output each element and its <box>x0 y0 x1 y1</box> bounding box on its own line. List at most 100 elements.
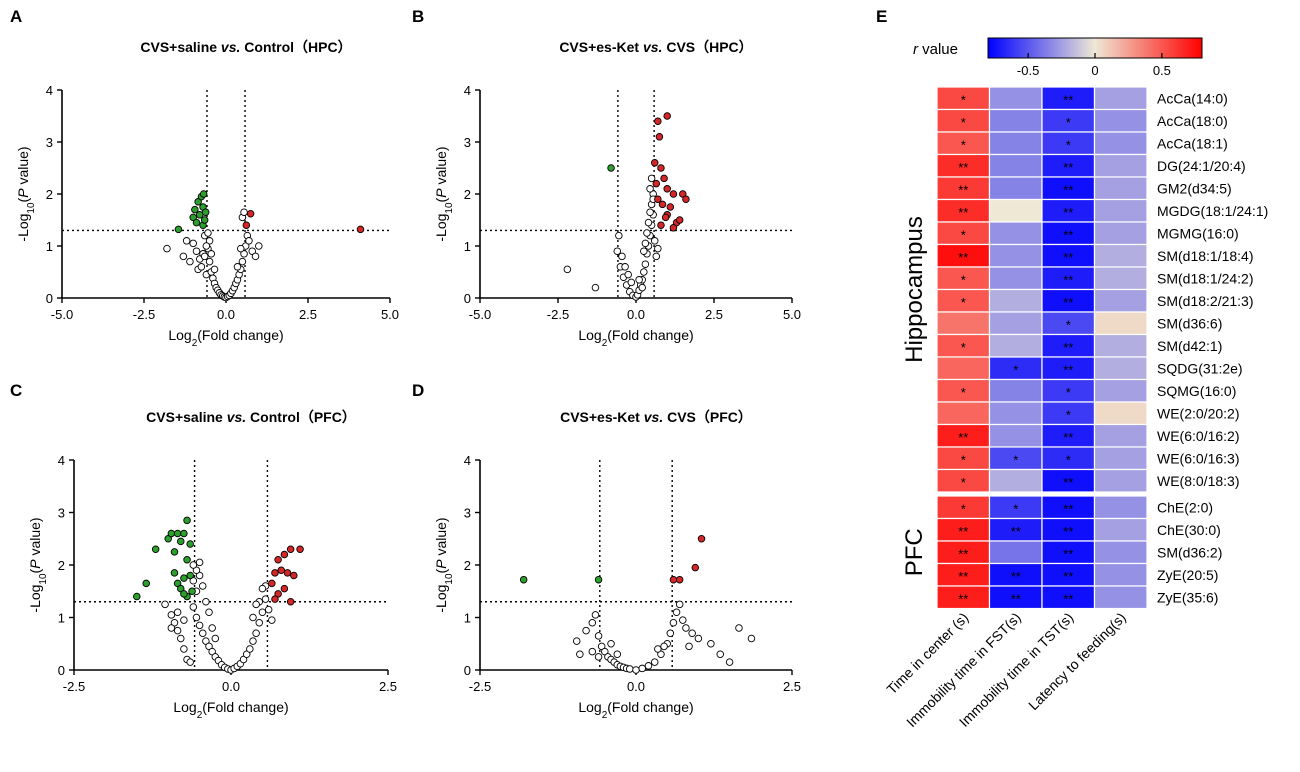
heatmap-cell <box>988 401 1043 426</box>
point-not-significant <box>208 624 216 632</box>
point-not-significant <box>591 283 600 292</box>
heatmap-cell <box>988 176 1043 201</box>
volcano-plot-c: CVS+saline vs. Control（PFC） 0 1 2 3 4 -2.5 0.0 2… <box>27 409 397 721</box>
point-not-significant <box>654 244 662 253</box>
significance-stars: * <box>961 340 966 355</box>
point-not-significant <box>248 247 256 255</box>
point-up-regulated <box>682 195 690 203</box>
point-up-regulated <box>669 190 678 198</box>
point-not-significant <box>163 244 171 253</box>
x-label-part: 2 <box>197 710 203 721</box>
heatmap-cells: * *** ** *** **** **** *** **** *** *** **** *** ***… <box>936 86 1148 610</box>
significance-stars: * <box>961 115 966 130</box>
heatmap-cell <box>988 86 1043 111</box>
heatmap-cell <box>988 131 1043 156</box>
x-label-part: Log <box>578 699 601 715</box>
point-up-regulated <box>663 112 671 120</box>
title-part: vs. <box>227 409 246 425</box>
heatmap-column-labels: Time in center (s)Immobility time in FST… <box>883 609 1128 730</box>
point-not-significant <box>707 640 715 648</box>
point-not-significant <box>167 611 176 619</box>
point-not-significant <box>615 231 623 240</box>
x-tick-label: 5.0 <box>783 307 801 322</box>
point-not-significant <box>638 664 646 673</box>
heatmap-cell <box>988 333 1043 358</box>
point-up-regulated <box>290 571 298 580</box>
x-tick-label: -2.5 <box>547 307 569 322</box>
point-not-significant <box>173 608 182 617</box>
heatmap-cell <box>1093 333 1148 358</box>
y-label-part: P <box>15 188 31 198</box>
point-not-significant <box>641 260 650 268</box>
point-down-regulated <box>183 556 191 564</box>
column-label: Latency to feeding(s) <box>1025 609 1129 713</box>
panel-letter-b: B <box>412 7 424 26</box>
point-not-significant <box>258 608 267 617</box>
point-up-regulated <box>286 598 295 606</box>
colorbar-tick-label: 0.5 <box>1153 63 1171 78</box>
heatmap-group-labels: Hippocampus PFC <box>901 216 928 576</box>
significance-stars: ** <box>1063 524 1073 539</box>
y-tick-label: 2 <box>58 558 65 573</box>
plot-title: CVS+es-Ket vs. CVS（HPC） <box>559 39 752 55</box>
point-not-significant <box>192 613 201 622</box>
point-not-significant <box>594 632 603 640</box>
point-not-significant <box>582 626 590 635</box>
point-not-significant <box>735 624 743 632</box>
point-down-regulated <box>173 529 182 538</box>
point-not-significant <box>591 611 600 619</box>
point-up-regulated <box>242 221 251 229</box>
point-down-regulated <box>189 213 197 222</box>
point-up-regulated <box>650 159 659 167</box>
point-not-significant <box>644 218 653 227</box>
x-label-part: 2 <box>602 338 608 349</box>
point-up-regulated <box>652 179 661 188</box>
y-label-part: -Log <box>433 214 449 242</box>
point-not-significant <box>647 174 656 183</box>
title-part: CVS+saline <box>146 409 227 425</box>
colorbar-label: r value <box>913 41 958 58</box>
significance-stars: ** <box>958 524 968 539</box>
point-not-significant <box>249 613 257 622</box>
point-not-significant <box>588 647 597 656</box>
significance-stars: ** <box>1063 340 1073 355</box>
point-not-significant <box>192 247 201 255</box>
point-up-regulated <box>675 575 684 584</box>
point-up-regulated <box>246 210 255 218</box>
point-not-significant <box>238 257 247 266</box>
significance-stars: * <box>1066 317 1071 332</box>
x-axis-label: Log2(Fold change) <box>578 699 693 721</box>
point-not-significant <box>189 239 197 248</box>
point-down-regulated <box>186 540 194 548</box>
point-down-regulated <box>201 208 210 216</box>
y-tick-label: 2 <box>464 558 471 573</box>
point-down-regulated <box>594 575 603 584</box>
significance-stars: * <box>1013 452 1018 467</box>
point-not-significant <box>249 637 257 645</box>
point-not-significant <box>679 616 687 624</box>
x-label-part: (Fold change) <box>607 327 693 343</box>
significance-stars: ** <box>1063 160 1073 175</box>
point-not-significant <box>255 619 264 627</box>
y-label-part: ( <box>15 197 31 202</box>
heatmap-cell <box>1093 401 1148 426</box>
significance-stars: ** <box>1063 501 1073 516</box>
point-up-regulated <box>658 200 667 209</box>
point-not-significant <box>197 263 206 271</box>
y-tick-label: 0 <box>46 291 53 306</box>
point-not-significant <box>186 658 194 666</box>
point-not-significant <box>189 603 198 611</box>
significance-stars: ** <box>1063 475 1073 490</box>
point-down-regulated <box>177 537 185 546</box>
point-not-significant <box>666 629 675 638</box>
heatmap-cell <box>1093 495 1148 520</box>
x-tick-label: 0.0 <box>627 679 645 694</box>
plot-title: CVS+saline vs. Control（HPC） <box>140 39 351 55</box>
point-not-significant <box>180 645 188 653</box>
heatmap-cell <box>936 356 991 381</box>
point-not-significant <box>180 616 188 624</box>
row-label: WE(2:0/20:2) <box>1157 405 1239 421</box>
point-not-significant <box>205 237 214 245</box>
title-part: CVS（HPC） <box>662 39 752 55</box>
